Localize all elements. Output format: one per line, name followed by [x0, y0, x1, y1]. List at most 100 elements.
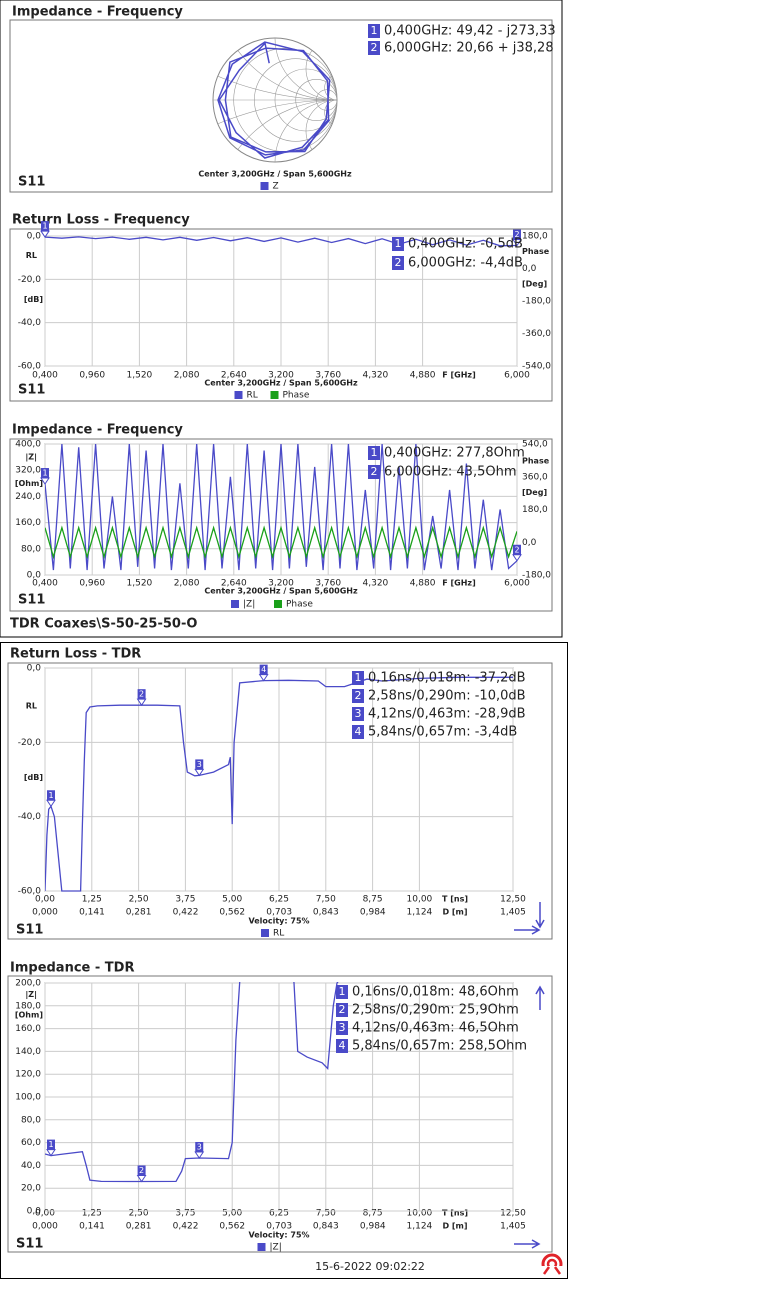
x-tick-label: 3,75 — [175, 1209, 195, 1219]
reactance-arc — [274, 99, 337, 162]
y2-tick-label: 0,0 — [522, 264, 537, 274]
x2-axis-label: D [m] — [442, 1222, 467, 1231]
y2-tick-label: -540,0 — [522, 362, 551, 372]
y-tick-label: -60,0 — [18, 887, 42, 897]
x2-tick-label: 0,422 — [173, 1222, 199, 1232]
x-tick-label: 10,00 — [407, 895, 433, 905]
x-tick-label: 6,000 — [504, 371, 530, 381]
x-tick-label: 4,880 — [410, 579, 436, 589]
x-tick-label: 0,400 — [32, 579, 58, 589]
marker-tag-number: 1 — [42, 469, 47, 478]
reactance-arc — [324, 99, 337, 126]
x2-tick-label: 0,843 — [313, 908, 339, 918]
y-tick-label: -20,0 — [18, 275, 42, 285]
y-tick-label: 80,0 — [21, 544, 41, 554]
x-tick-label: 3,75 — [175, 895, 195, 905]
marker-number: 1 — [355, 671, 362, 684]
series-line — [45, 982, 339, 1183]
x-tick-label: 4,320 — [363, 371, 389, 381]
marker-number: 2 — [371, 41, 378, 54]
marker-tag — [46, 1139, 55, 1150]
panel-frame — [9, 438, 553, 612]
marker-number: 2 — [371, 465, 378, 478]
legend-label: Phase — [286, 600, 313, 610]
logo — [541, 1253, 563, 1276]
x-tick-label: 2,640 — [221, 371, 247, 381]
subtitle: Velocity: 75% — [248, 1231, 309, 1240]
marker-tag — [195, 759, 204, 770]
y-tick-label: 160,0 — [15, 518, 41, 528]
x-tick-label: 12,50 — [500, 895, 526, 905]
x-tick-label: 3,760 — [315, 579, 341, 589]
x-tick-label: 0,00 — [35, 895, 55, 905]
reactance-arc — [305, 99, 337, 162]
marker-badge — [368, 465, 380, 479]
y-tick-label: -20,0 — [18, 738, 42, 748]
y2-tick-label: 360,0 — [522, 472, 548, 482]
x-tick-label: 3,200 — [268, 579, 294, 589]
marker-tag — [513, 544, 521, 555]
marker-readout: 4,12ns/0,463m: 46,5Ohm — [352, 1021, 519, 1036]
x-tick-label: 12,50 — [500, 1209, 526, 1219]
y-tick-label: -40,0 — [18, 318, 42, 328]
marker-readout: 0,400GHz: 277,8Ohm — [384, 446, 525, 461]
marker-tag — [195, 1141, 204, 1152]
marker-badge — [352, 725, 364, 739]
chart-title: Return Loss - TDR — [10, 647, 141, 662]
x2-tick-label: 0,703 — [266, 1222, 292, 1232]
caption: TDR Coaxes\S-50-25-50-O — [10, 617, 197, 632]
y-tick-label: 20,0 — [21, 1184, 41, 1194]
chart-title: Return Loss - Frequency — [12, 213, 190, 228]
y-tick-label: 0,0 — [27, 232, 42, 242]
y-tick-label: 160,0 — [15, 1024, 41, 1034]
marker-number: 1 — [395, 237, 402, 250]
x-tick-label: 0,960 — [79, 579, 105, 589]
marker-tag-number: 2 — [514, 545, 519, 554]
traces — [45, 676, 513, 892]
tdr-rl-arrows — [514, 902, 545, 935]
x2-tick-label: 0,843 — [313, 1222, 339, 1232]
x-tick-label: 1,25 — [82, 1209, 102, 1219]
trace-label: S11 — [18, 175, 45, 190]
marker-badge — [368, 24, 380, 38]
marker-tag-number: 1 — [42, 222, 47, 231]
legend-swatch — [270, 391, 279, 399]
y2-axis-label: Phase — [522, 247, 550, 256]
trace-label: S11 — [18, 383, 45, 398]
x2-tick-label: 0,000 — [32, 908, 58, 918]
marker-number: 1 — [339, 985, 346, 998]
x2-tick-label: 1,124 — [407, 1222, 433, 1232]
timestamp: 15-6-2022 09:02:22 — [315, 1260, 425, 1273]
marker-badge — [336, 1039, 348, 1053]
y-tick-label: 0,0 — [27, 571, 42, 581]
marker-number: 2 — [355, 689, 362, 702]
marker-badge — [352, 707, 364, 721]
marker-tag-number: 4 — [261, 665, 266, 674]
marker-readout: 5,84ns/0,657m: -3,4dB — [368, 725, 517, 740]
marker-number: 4 — [355, 725, 362, 738]
marker-tag — [513, 229, 521, 240]
panel-frame — [7, 975, 553, 1253]
marker-tag-number: 3 — [197, 1142, 202, 1151]
x2-tick-label: 0,281 — [126, 1222, 152, 1232]
marker-badge — [368, 446, 380, 460]
chart-panel: Impedance - Frequency S11 0,400 0,960 1,520 2… — [9, 423, 553, 612]
x-tick-label: 6,25 — [269, 1209, 289, 1219]
reactance-arc — [324, 74, 337, 101]
y-tick-label: -40,0 — [18, 812, 42, 822]
x-tick-label: 1,520 — [127, 371, 153, 381]
x-axis-label: T [ns] — [442, 1209, 468, 1218]
chart-panel: Impedance - Frequency S11 Center 3,200GHz … — [9, 5, 556, 193]
marker-number: 4 — [339, 1039, 346, 1052]
chart-panel: Return Loss - TDR S11 0,00 1,25 2,50 3,75 5,00… — [7, 647, 553, 940]
marker-badge — [352, 671, 364, 685]
x-tick-label: 7,50 — [316, 1209, 336, 1219]
legend-label: Phase — [283, 391, 310, 401]
marker-readout: 0,400GHz: -0,5dB — [408, 237, 523, 252]
x-tick-label: 6,25 — [269, 895, 289, 905]
subtitle: Center 3,200GHz / Span 5,600GHz — [204, 379, 358, 388]
x-axis-label: T [ns] — [442, 895, 468, 904]
y-tick-label: 100,0 — [15, 1093, 41, 1103]
x-tick-label: 4,880 — [410, 371, 436, 381]
marker-readout: 5,84ns/0,657m: 258,5Ohm — [352, 1039, 527, 1054]
